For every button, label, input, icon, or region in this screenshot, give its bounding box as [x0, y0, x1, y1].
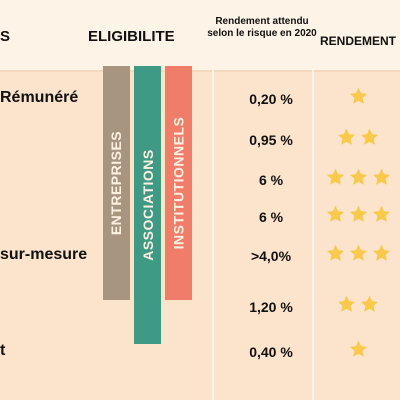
star-icon	[372, 205, 390, 222]
star-icon	[349, 87, 367, 104]
rate-value: >4,0%	[250, 248, 292, 264]
rate-value: 0,20 %	[249, 91, 293, 107]
column-divider	[312, 0, 314, 400]
eligibility-bar-entreprises: ENTREPRISES	[103, 66, 130, 300]
rating-stars	[316, 127, 400, 151]
rate-value: 0,40 %	[249, 344, 293, 360]
star-icon	[349, 340, 367, 357]
header-col1-title: S	[0, 28, 11, 45]
rating-stars	[316, 294, 400, 318]
row-label: t	[0, 342, 6, 359]
header-rate-title: Rendement attendu selon le risque en 202…	[207, 16, 317, 39]
rate-value: 1,20 %	[249, 299, 293, 315]
star-icon	[338, 295, 355, 312]
header-eligibility-title: ELIGIBILITE	[88, 28, 175, 45]
star-icon	[372, 168, 390, 185]
header-band	[0, 0, 400, 72]
rating-stars	[316, 243, 400, 267]
rate-value: 6 %	[258, 172, 284, 188]
star-icon	[326, 244, 344, 261]
star-icon	[326, 168, 344, 185]
star-icon	[338, 128, 355, 145]
eligibility-label-associations: ASSOCIATIONS	[139, 149, 156, 261]
rating-stars	[316, 86, 400, 110]
star-icon	[349, 168, 367, 185]
eligibility-label-entreprises: ENTREPRISES	[108, 130, 125, 236]
star-icon	[361, 295, 378, 312]
eligibility-label-institutionnels: INSTITUTIONNELS	[170, 116, 187, 250]
rate-value: 0,95 %	[249, 132, 293, 148]
star-icon	[326, 205, 344, 222]
eligibility-bar-associations: ASSOCIATIONS	[134, 66, 161, 344]
star-icon	[372, 244, 390, 261]
column-divider	[212, 0, 214, 400]
star-icon	[349, 244, 367, 261]
rating-stars	[316, 204, 400, 228]
rate-value: 6 %	[258, 209, 284, 225]
row-label: sur-mesure	[0, 246, 88, 263]
rating-stars	[316, 339, 400, 363]
star-icon	[361, 128, 378, 145]
eligibility-bar-institutionnels: INSTITUTIONNELS	[165, 66, 192, 300]
rating-stars	[316, 167, 400, 191]
header-rendement-title: RENDEMENT	[320, 34, 397, 48]
row-label: Rémunéré	[0, 89, 79, 106]
star-icon	[349, 205, 367, 222]
